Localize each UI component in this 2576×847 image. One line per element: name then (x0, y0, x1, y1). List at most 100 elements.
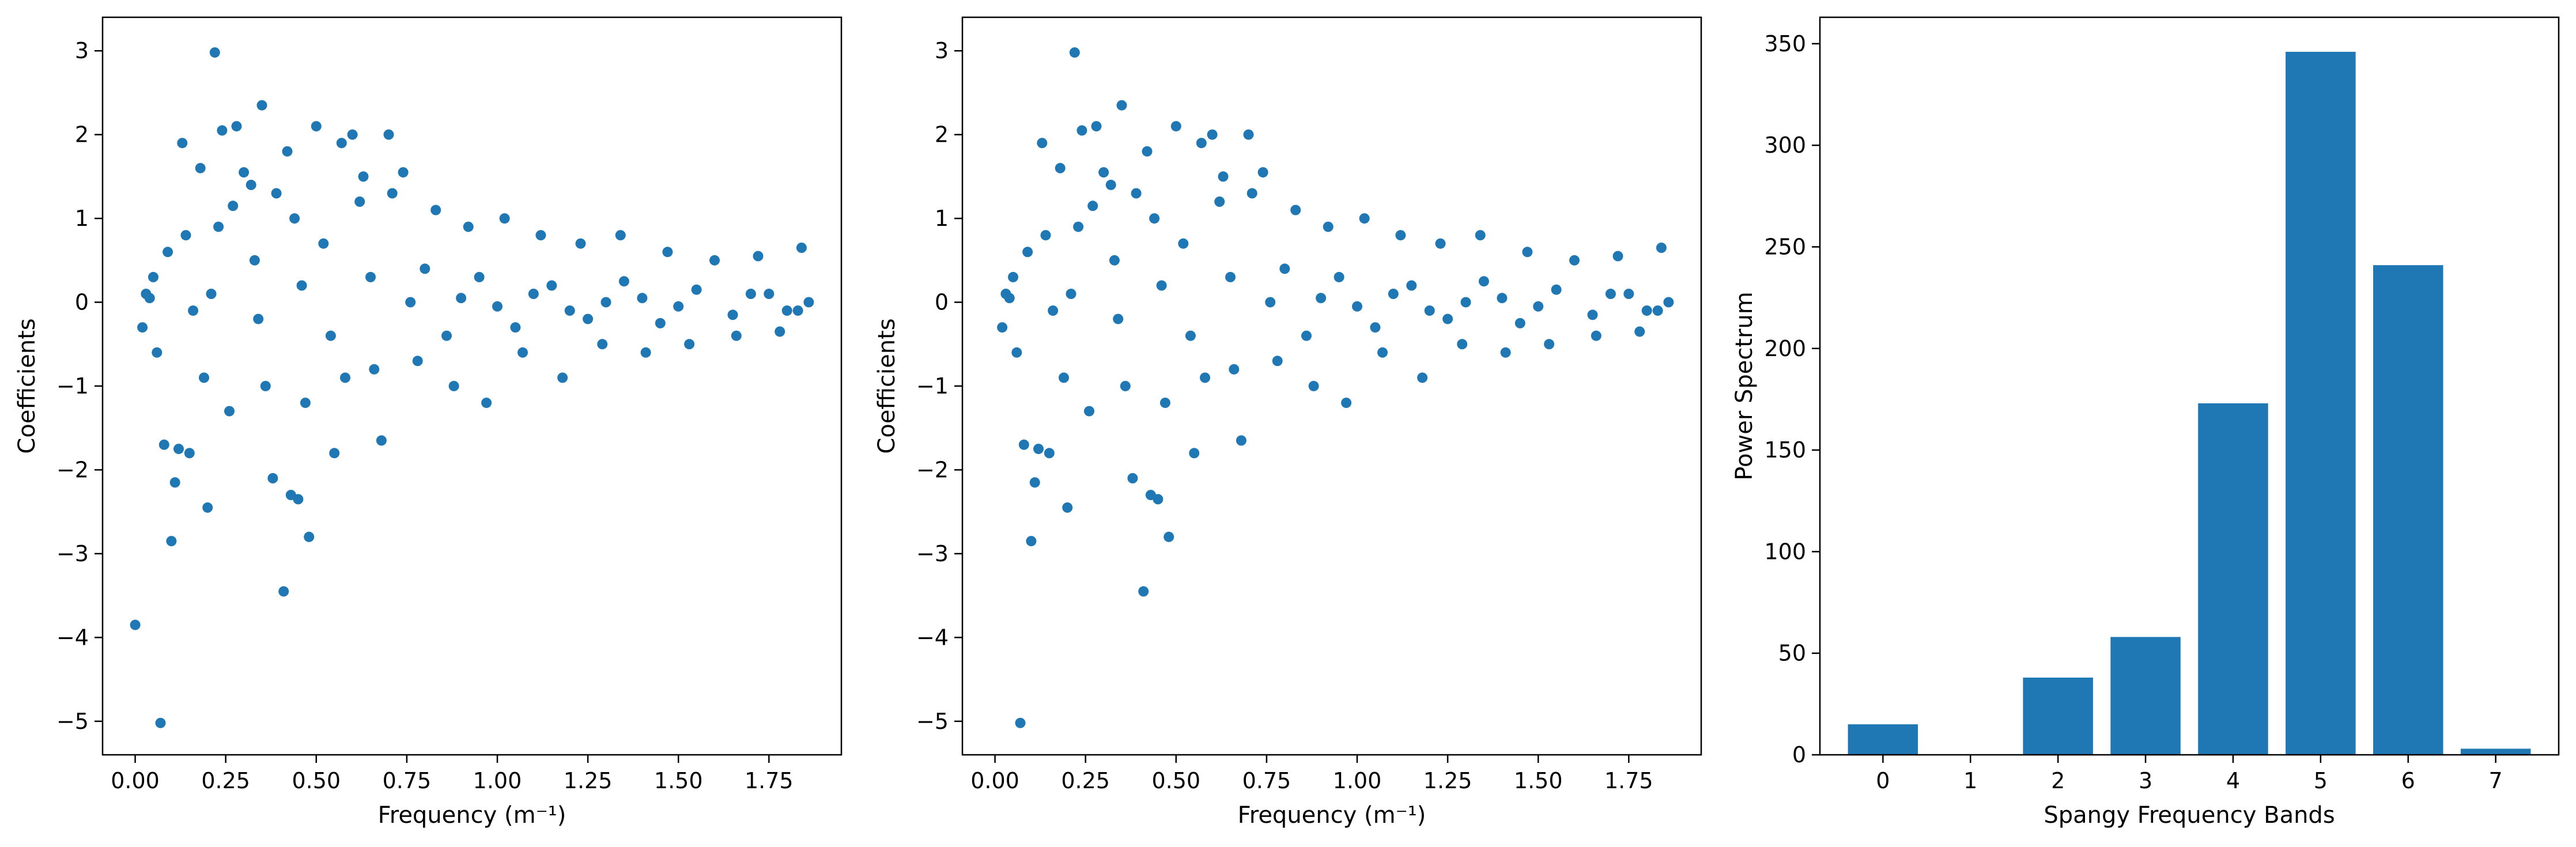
scatter-point (456, 293, 467, 304)
scatter-point (1457, 339, 1468, 350)
scatter-point (213, 221, 224, 232)
x-tick-label: 0.25 (1061, 768, 1110, 793)
axes-frame (1819, 16, 2560, 756)
scatter-point (1044, 448, 1055, 459)
scatter-point (600, 297, 611, 308)
scatter-point (354, 196, 365, 207)
scatter-point (228, 201, 239, 211)
scatter-point (1591, 330, 1601, 341)
scatter-point (347, 129, 358, 140)
scatter-point (1435, 238, 1446, 249)
scatter-point (1605, 289, 1616, 299)
scatter-point (311, 121, 322, 132)
scatter-point (1500, 347, 1511, 358)
scatter-point (1623, 289, 1634, 299)
scatter-point (1026, 536, 1037, 547)
y-tick-label: 2 (75, 122, 89, 148)
x-tick-label: 1.75 (1604, 768, 1653, 793)
scatter-point (1279, 263, 1290, 274)
scatter-point (1105, 179, 1116, 190)
bar-panel-right: 0 1 2 3 4 5 6 7 0 50 100 150 200 250 300 350 Spangy Freq… (1731, 16, 2560, 829)
scatter-point (1214, 196, 1225, 207)
y-tick-label: 1 (75, 206, 89, 231)
scatter-point (365, 271, 376, 282)
scatter-point (148, 271, 158, 282)
scatter-point (412, 356, 423, 366)
scatter-point (1164, 531, 1174, 542)
x-tick-label: 0 (1876, 768, 1890, 793)
scatter-point (1120, 381, 1131, 391)
y-tick-label: 250 (1764, 234, 1806, 259)
scatter-point (217, 125, 228, 136)
scatter-point (1218, 171, 1229, 182)
scatter-point (245, 179, 256, 190)
x-tick-label: 4 (2226, 768, 2240, 793)
scatter-point (267, 473, 278, 483)
bar-band-5 (2286, 51, 2356, 755)
scatter-point (1406, 280, 1417, 291)
scatter-point (691, 284, 702, 295)
scatter-point (481, 398, 492, 409)
y-tick-label: 300 (1764, 133, 1806, 158)
scatter-point (304, 531, 315, 542)
scatter-point (1290, 205, 1301, 215)
scatter-point (1475, 230, 1486, 241)
scatter-point (249, 255, 260, 266)
scatter-point (184, 448, 195, 459)
y-tick-label: 50 (1778, 641, 1806, 666)
x-axis-label: Frequency (m⁻¹) (1238, 802, 1426, 829)
scatter-point (430, 205, 441, 215)
scatter-point (745, 289, 756, 299)
x-tick-label: 1 (1963, 768, 1977, 793)
scatter-point (166, 536, 177, 547)
scatter-point (727, 309, 738, 320)
scatter-point (1170, 121, 1181, 132)
scatter-point (463, 221, 474, 232)
scatter-point (1308, 381, 1319, 391)
x-tick-label: 1.00 (473, 768, 522, 793)
scatter-panel-left: 0.00 0.25 0.50 0.75 1.00 1.25 1.50 1.75 −5 −4 −3 −2… (14, 16, 843, 829)
scatter-point (1265, 297, 1276, 308)
scatter-point (1323, 221, 1334, 232)
scatter-point (1652, 305, 1663, 316)
scatter-point (492, 301, 503, 312)
scatter-point (731, 330, 742, 341)
scatter-point (293, 494, 304, 505)
scatter-point (1522, 247, 1533, 258)
scatter-point (202, 502, 213, 513)
scatter-point (615, 230, 626, 241)
scatter-point (1087, 201, 1098, 211)
scatter-point (1225, 271, 1236, 282)
y-tick-label: −3 (916, 541, 949, 566)
scatter-point (1142, 146, 1153, 157)
scatter-point (1388, 289, 1399, 299)
scatter-point (1207, 129, 1218, 140)
scatter-point (369, 364, 380, 375)
y-tick-label: −5 (916, 709, 949, 734)
scatter-point (1417, 372, 1428, 383)
scatter-point (673, 301, 684, 312)
scatter-point (209, 47, 220, 58)
scatter-point (1149, 213, 1160, 224)
scatter-point (163, 247, 173, 258)
scatter-point (684, 339, 695, 350)
scatter-point (405, 297, 416, 308)
scatter-point (564, 305, 575, 316)
scatter-point (510, 322, 521, 333)
y-tick-label: −4 (56, 625, 89, 650)
x-tick-label: 0.75 (1242, 768, 1291, 793)
scatter-point (1352, 301, 1362, 312)
y-tick-label: −2 (56, 457, 89, 482)
y-tick-label: 100 (1764, 539, 1806, 564)
x-tick-label: 2 (2051, 768, 2065, 793)
x-tick-label: 1.25 (564, 768, 613, 793)
scatter-point (158, 439, 169, 450)
scatter-point (1612, 251, 1623, 262)
y-tick-label: 3 (935, 38, 949, 63)
y-tick-label: 3 (75, 38, 89, 63)
scatter-point (325, 330, 336, 341)
scatter-point (206, 289, 217, 299)
scatter-point (781, 305, 792, 316)
y-axis-label: Coefficients (14, 318, 40, 453)
y-tick-label: 0 (1792, 742, 1806, 767)
